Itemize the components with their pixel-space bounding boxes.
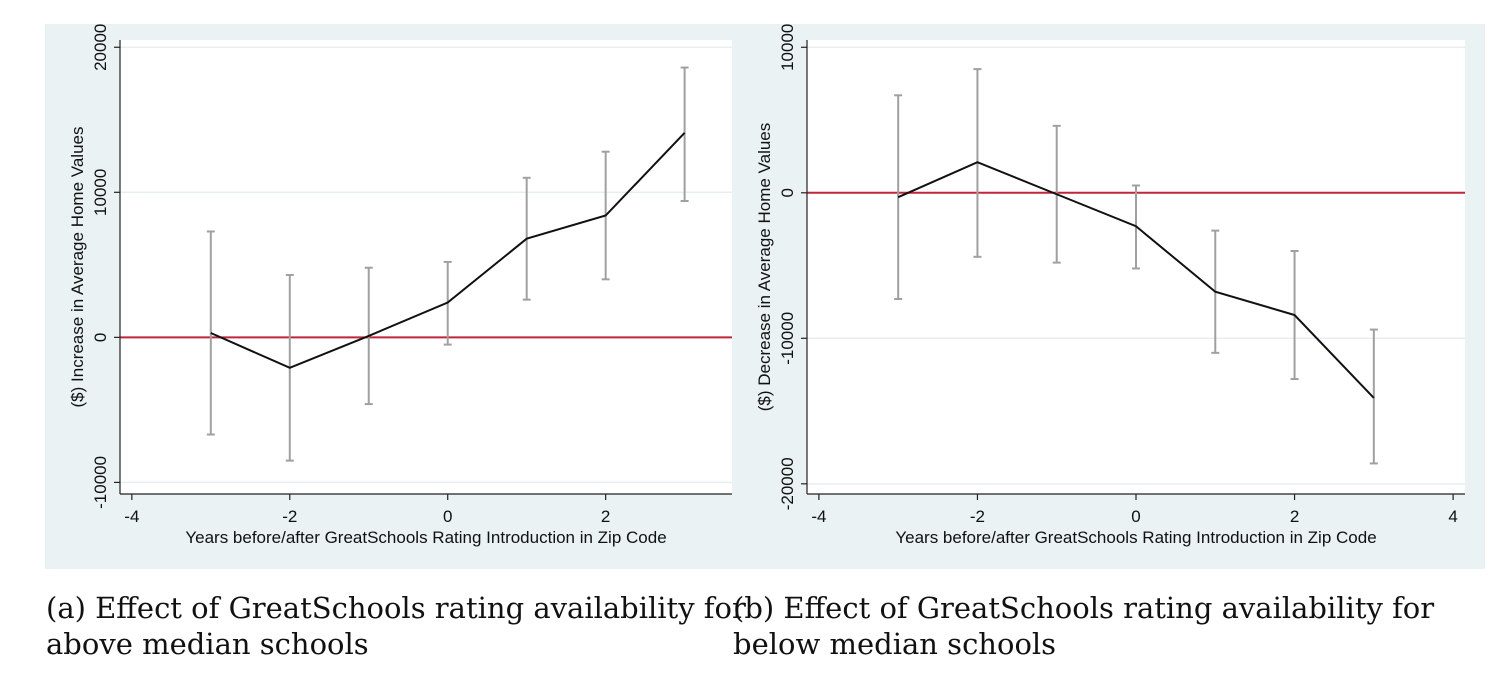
x-tick-label: -2: [282, 507, 297, 526]
x-axis-title: Years before/after GreatSchools Rating I…: [185, 528, 666, 547]
x-tick-label: -2: [970, 507, 985, 526]
series-line: [897, 161, 1375, 399]
y-tick-label: 10000: [91, 169, 110, 216]
y-axis-title: ($) Increase in Average Home Values: [68, 127, 87, 408]
y-axis-title: ($) Decrease in Average Home Values: [755, 123, 774, 412]
caption-a: (a) Effect of GreatSchools rating availa…: [46, 591, 746, 661]
chart-a: -10000 0 10000 20000 -4 -2 0 2 Years before/afte…: [68, 24, 732, 547]
x-tick-label: 4: [1448, 507, 1457, 526]
caption-b: (b) Effect of GreatSchools rating availa…: [733, 591, 1435, 661]
y-tick-label: -10000: [778, 312, 797, 365]
x-tick-label: 0: [1131, 507, 1140, 526]
y-tick-label: 20000: [91, 24, 110, 71]
x-tick-label: -4: [811, 507, 826, 526]
series-line: [210, 132, 686, 369]
x-tick-label: 0: [443, 507, 452, 526]
chart-b: -20000 -10000 0 10000 -4 -2 0 2 4 Years before/af…: [755, 24, 1465, 547]
x-tick-label: -4: [124, 507, 139, 526]
plot-area: [120, 40, 732, 494]
x-axis-title: Years before/after GreatSchools Rating I…: [895, 528, 1376, 547]
y-tick-label: -20000: [778, 457, 797, 510]
y-tick-label: 0: [91, 333, 110, 342]
x-tick-label: 2: [601, 507, 610, 526]
y-tick-label: 0: [778, 188, 797, 197]
y-tick-label: 10000: [778, 24, 797, 71]
x-tick-label: 2: [1290, 507, 1299, 526]
y-tick-label: -10000: [91, 456, 110, 509]
